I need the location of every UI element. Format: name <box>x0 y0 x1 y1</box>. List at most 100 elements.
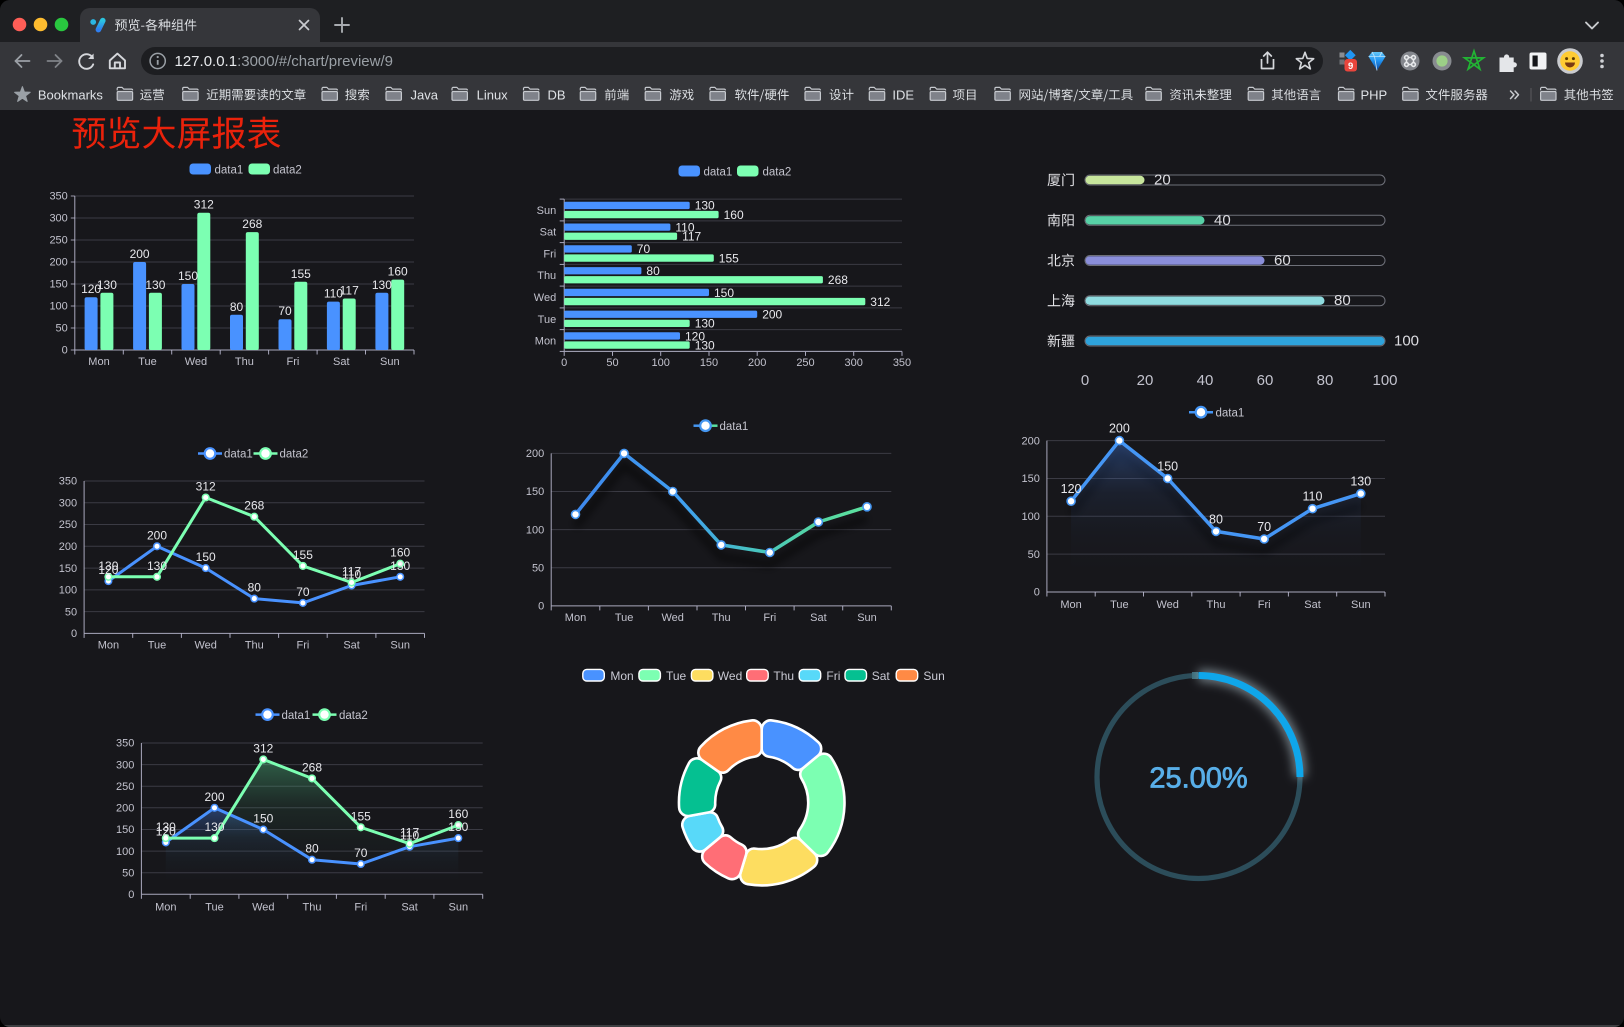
svg-text:70: 70 <box>296 585 310 599</box>
svg-text:Wed: Wed <box>534 292 556 304</box>
svg-text:268: 268 <box>302 760 322 774</box>
svg-text:160: 160 <box>388 265 408 279</box>
svg-text:130: 130 <box>147 559 167 573</box>
svg-text:data1: data1 <box>1216 407 1245 419</box>
svg-text:200: 200 <box>147 528 167 542</box>
svg-text:350: 350 <box>116 738 134 750</box>
svg-text:117: 117 <box>400 826 419 840</box>
svg-text:150: 150 <box>59 563 77 575</box>
svg-text:Mon: Mon <box>565 612 586 624</box>
svg-text:200: 200 <box>526 448 544 460</box>
svg-text:Sat: Sat <box>540 227 557 239</box>
svg-text:117: 117 <box>342 565 361 579</box>
svg-text:110: 110 <box>1303 490 1323 504</box>
svg-text:50: 50 <box>606 357 618 369</box>
svg-text:268: 268 <box>244 499 264 513</box>
svg-text:data2: data2 <box>280 449 309 461</box>
svg-text:50: 50 <box>122 867 134 879</box>
svg-text:80: 80 <box>305 842 319 856</box>
svg-text:155: 155 <box>351 809 371 823</box>
svg-text:data1: data1 <box>224 449 253 461</box>
svg-text:data2: data2 <box>339 710 368 722</box>
svg-text:250: 250 <box>116 781 134 793</box>
svg-text:9: 9 <box>1348 61 1353 72</box>
svg-text:Tue: Tue <box>538 314 557 326</box>
svg-text:130: 130 <box>1350 475 1371 489</box>
svg-text:Tue: Tue <box>666 669 687 683</box>
svg-text:117: 117 <box>340 284 359 298</box>
svg-text:100: 100 <box>652 357 670 369</box>
svg-text:Sun: Sun <box>390 640 410 652</box>
svg-text:312: 312 <box>253 741 273 755</box>
svg-text:20: 20 <box>1137 372 1154 389</box>
svg-text:150: 150 <box>1022 473 1040 485</box>
svg-text:110: 110 <box>400 829 419 843</box>
svg-text:70: 70 <box>637 242 651 256</box>
svg-text:80: 80 <box>248 581 262 595</box>
svg-text:120: 120 <box>1061 482 1082 496</box>
svg-text:Mon: Mon <box>98 640 119 652</box>
svg-text:Fri: Fri <box>286 356 299 368</box>
svg-text:100: 100 <box>526 524 544 536</box>
svg-text:Thu: Thu <box>712 612 731 624</box>
svg-text:150: 150 <box>196 550 216 564</box>
svg-text:Tue: Tue <box>148 640 167 652</box>
svg-text:DB: DB <box>548 87 566 102</box>
svg-text:117: 117 <box>682 230 701 244</box>
svg-text:60: 60 <box>1257 372 1274 389</box>
svg-text:Fri: Fri <box>543 249 556 261</box>
svg-text:Sun: Sun <box>1351 599 1371 611</box>
svg-text:150: 150 <box>714 286 734 300</box>
svg-text:200: 200 <box>59 541 77 553</box>
svg-text:130: 130 <box>204 820 224 834</box>
svg-text:50: 50 <box>1028 549 1040 561</box>
svg-text:Sat: Sat <box>401 902 418 914</box>
svg-text:Mon: Mon <box>88 356 109 368</box>
svg-text:70: 70 <box>354 846 368 860</box>
svg-text:Sun: Sun <box>449 902 469 914</box>
svg-text:0: 0 <box>1081 372 1089 389</box>
svg-text:data1: data1 <box>215 164 244 176</box>
svg-text:130: 130 <box>695 338 715 352</box>
svg-text:Sat: Sat <box>343 640 360 652</box>
svg-text:Tue: Tue <box>1110 599 1129 611</box>
svg-text:130: 130 <box>97 278 117 292</box>
svg-text:200: 200 <box>49 257 67 269</box>
svg-text:Fri: Fri <box>296 640 309 652</box>
svg-text:100: 100 <box>49 301 67 313</box>
svg-text:127.0.0.1:3000/#/chart/preview: 127.0.0.1:3000/#/chart/preview/9 <box>175 53 394 70</box>
svg-text:Mon: Mon <box>535 336 556 348</box>
svg-text:0: 0 <box>128 889 134 901</box>
svg-text:130: 130 <box>695 317 715 331</box>
svg-text:Sat: Sat <box>333 356 350 368</box>
svg-text:Fri: Fri <box>826 669 840 683</box>
svg-text:60: 60 <box>1274 252 1291 269</box>
svg-text:50: 50 <box>65 606 77 618</box>
svg-text:80: 80 <box>646 264 660 278</box>
svg-text:250: 250 <box>796 357 814 369</box>
svg-text:312: 312 <box>196 480 216 494</box>
svg-text:Linux: Linux <box>477 87 509 102</box>
svg-text:70: 70 <box>278 304 292 318</box>
svg-text:150: 150 <box>526 486 544 498</box>
svg-text:data2: data2 <box>763 166 792 178</box>
svg-text:160: 160 <box>390 546 410 560</box>
svg-text:data2: data2 <box>273 164 302 176</box>
svg-text:50: 50 <box>56 323 68 335</box>
svg-text:120: 120 <box>81 282 101 296</box>
svg-text:Thu: Thu <box>773 669 794 683</box>
svg-text:Fri: Fri <box>763 612 776 624</box>
svg-text:data1: data1 <box>704 166 733 178</box>
svg-text:Fri: Fri <box>1258 599 1271 611</box>
svg-text:80: 80 <box>1317 372 1334 389</box>
svg-text:155: 155 <box>293 548 313 562</box>
svg-text:150: 150 <box>1157 460 1178 474</box>
svg-text:Wed: Wed <box>194 640 216 652</box>
svg-text:160: 160 <box>724 208 744 222</box>
svg-text:80: 80 <box>1334 292 1351 309</box>
svg-text:Thu: Thu <box>1207 599 1226 611</box>
svg-text:data1: data1 <box>282 710 311 722</box>
svg-text:350: 350 <box>49 191 67 203</box>
svg-text:Wed: Wed <box>185 356 207 368</box>
svg-text:130: 130 <box>695 199 715 213</box>
